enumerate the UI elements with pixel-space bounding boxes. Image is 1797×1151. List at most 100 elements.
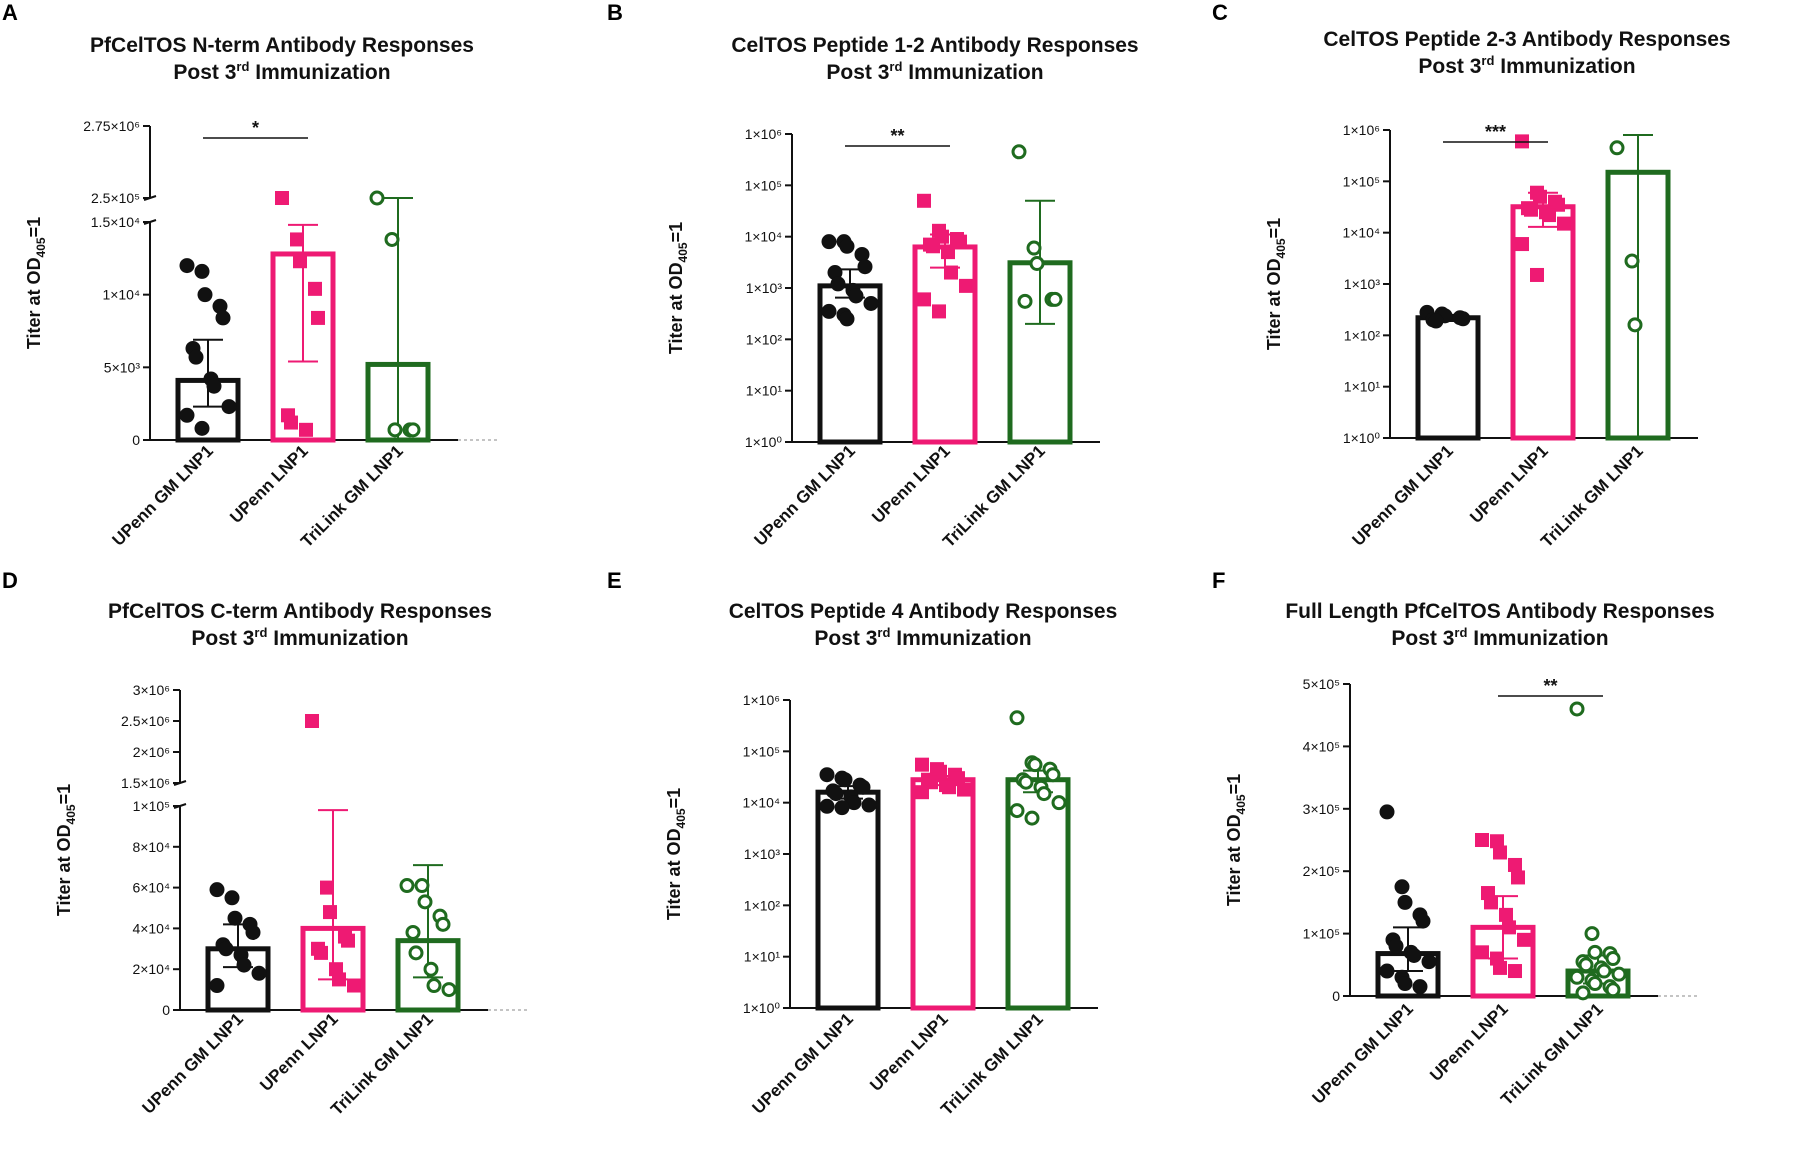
data-point bbox=[959, 278, 973, 293]
chart-title: CelTOS Peptide 2-3 Antibody Responses bbox=[1323, 28, 1730, 51]
data-point bbox=[347, 978, 361, 993]
data-point bbox=[917, 292, 931, 307]
y-tick-label: 1×10⁵ bbox=[743, 743, 780, 759]
y-label-base: Titer at OD bbox=[1224, 814, 1244, 906]
y-tick-label: 1×10⁵ bbox=[133, 798, 170, 814]
x-tick-label: UPenn GM LNP1 bbox=[751, 441, 859, 549]
data-point bbox=[1584, 926, 1600, 942]
data-point bbox=[341, 933, 355, 948]
y-label-subscript: 405 bbox=[674, 808, 688, 828]
data-point bbox=[1428, 313, 1444, 329]
data-point bbox=[1397, 976, 1413, 992]
subtitle-base: Post 3 bbox=[173, 61, 236, 84]
y-axis-label: Titer at OD405=1 bbox=[1224, 774, 1248, 906]
subtitle-rest: Immunization bbox=[902, 61, 1043, 84]
data-point bbox=[1047, 291, 1063, 307]
chart-title: CelTOS Peptide 1-2 Antibody Responses bbox=[731, 34, 1138, 57]
data-point bbox=[1379, 963, 1395, 979]
y-tick-label: 1×10⁰ bbox=[1343, 430, 1381, 446]
data-point bbox=[332, 972, 346, 987]
data-point bbox=[957, 782, 971, 797]
y-tick-label: 1×10⁴ bbox=[1342, 225, 1380, 241]
y-label-rest: =1 bbox=[664, 788, 684, 809]
y-tick-label: 1×10³ bbox=[744, 846, 781, 862]
x-tick-label: TriLink GM LNP1 bbox=[327, 1009, 437, 1119]
data-point bbox=[1609, 140, 1625, 156]
data-point bbox=[1051, 795, 1067, 811]
data-point bbox=[1515, 237, 1529, 252]
data-point bbox=[1624, 253, 1640, 269]
y-tick-label: 1×10⁴ bbox=[742, 795, 780, 811]
x-tick-label: UPenn GM LNP1 bbox=[1309, 999, 1417, 1107]
data-point bbox=[861, 797, 877, 813]
data-point bbox=[197, 287, 213, 303]
data-point bbox=[857, 259, 873, 275]
data-point bbox=[435, 916, 451, 932]
data-point bbox=[299, 422, 313, 437]
data-point bbox=[1511, 870, 1525, 885]
data-point bbox=[854, 246, 870, 262]
bar-1 bbox=[815, 789, 881, 1011]
data-point bbox=[944, 265, 958, 280]
data-point bbox=[830, 276, 846, 292]
data-point bbox=[848, 288, 864, 304]
data-point bbox=[1490, 834, 1504, 849]
subtitle-superscript: rd bbox=[236, 59, 249, 74]
y-axis-label: Titer at OD405=1 bbox=[666, 222, 690, 354]
y-tick-label: 1×10¹ bbox=[1344, 379, 1381, 395]
data-point bbox=[863, 295, 879, 311]
data-point bbox=[1455, 311, 1471, 327]
y-tick-label: 1×10⁴ bbox=[102, 287, 140, 303]
panel-letter: D bbox=[2, 568, 18, 593]
y-tick-label: 2×10⁶ bbox=[133, 744, 170, 760]
data-point bbox=[1493, 960, 1507, 975]
data-point bbox=[320, 880, 334, 895]
x-tick-label: UPenn LNP1 bbox=[1466, 441, 1552, 527]
y-tick-label: 1×10⁶ bbox=[1343, 122, 1380, 138]
y-label-subscript: 405 bbox=[676, 242, 690, 262]
subtitle-base: Post 3 bbox=[814, 627, 877, 650]
y-tick-label: 1.5×10⁶ bbox=[121, 775, 170, 791]
data-point bbox=[1493, 845, 1507, 860]
data-point bbox=[1045, 767, 1061, 783]
data-point bbox=[1379, 804, 1395, 820]
x-tick-label: TriLink GM LNP1 bbox=[1497, 999, 1607, 1109]
x-tick-label: UPenn LNP1 bbox=[256, 1009, 342, 1095]
data-point bbox=[1587, 944, 1603, 960]
data-point bbox=[194, 420, 210, 436]
panel-f: F Full Length PfCelTOS Antibody Responses… bbox=[1212, 568, 1715, 1109]
subtitle-rest: Immunization bbox=[890, 627, 1031, 650]
data-point bbox=[1412, 979, 1428, 995]
data-point bbox=[236, 957, 252, 973]
y-tick-label: 1×10⁴ bbox=[744, 229, 782, 245]
data-point bbox=[1502, 920, 1516, 935]
subtitle-base: Post 3 bbox=[191, 627, 254, 650]
panel-letter: A bbox=[2, 0, 18, 25]
data-point bbox=[1475, 833, 1489, 847]
data-point bbox=[1508, 857, 1522, 872]
data-point bbox=[834, 800, 850, 816]
y-tick-label: 6×10⁴ bbox=[132, 880, 170, 896]
data-point bbox=[314, 945, 328, 960]
data-point bbox=[290, 232, 304, 247]
data-point bbox=[1026, 240, 1042, 256]
y-label-base: Titer at OD bbox=[666, 262, 686, 354]
y-tick-label: 1×10⁵ bbox=[1343, 173, 1380, 189]
data-point bbox=[837, 772, 853, 788]
data-point bbox=[846, 795, 862, 811]
data-point bbox=[245, 924, 261, 940]
y-label-base: Titer at OD bbox=[24, 257, 44, 349]
y-tick-label: 0 bbox=[162, 1002, 170, 1018]
data-point bbox=[917, 193, 931, 208]
data-point bbox=[188, 349, 204, 365]
significance-label: ** bbox=[1543, 676, 1557, 696]
y-tick-label: 0 bbox=[132, 432, 140, 448]
bar-1 bbox=[1415, 315, 1481, 441]
data-point bbox=[1530, 267, 1544, 282]
data-point bbox=[1605, 951, 1621, 967]
y-axis-label: Titer at OD405=1 bbox=[54, 784, 78, 916]
y-label-rest: =1 bbox=[666, 222, 686, 243]
data-point bbox=[915, 757, 929, 772]
significance-label: ** bbox=[890, 126, 904, 146]
